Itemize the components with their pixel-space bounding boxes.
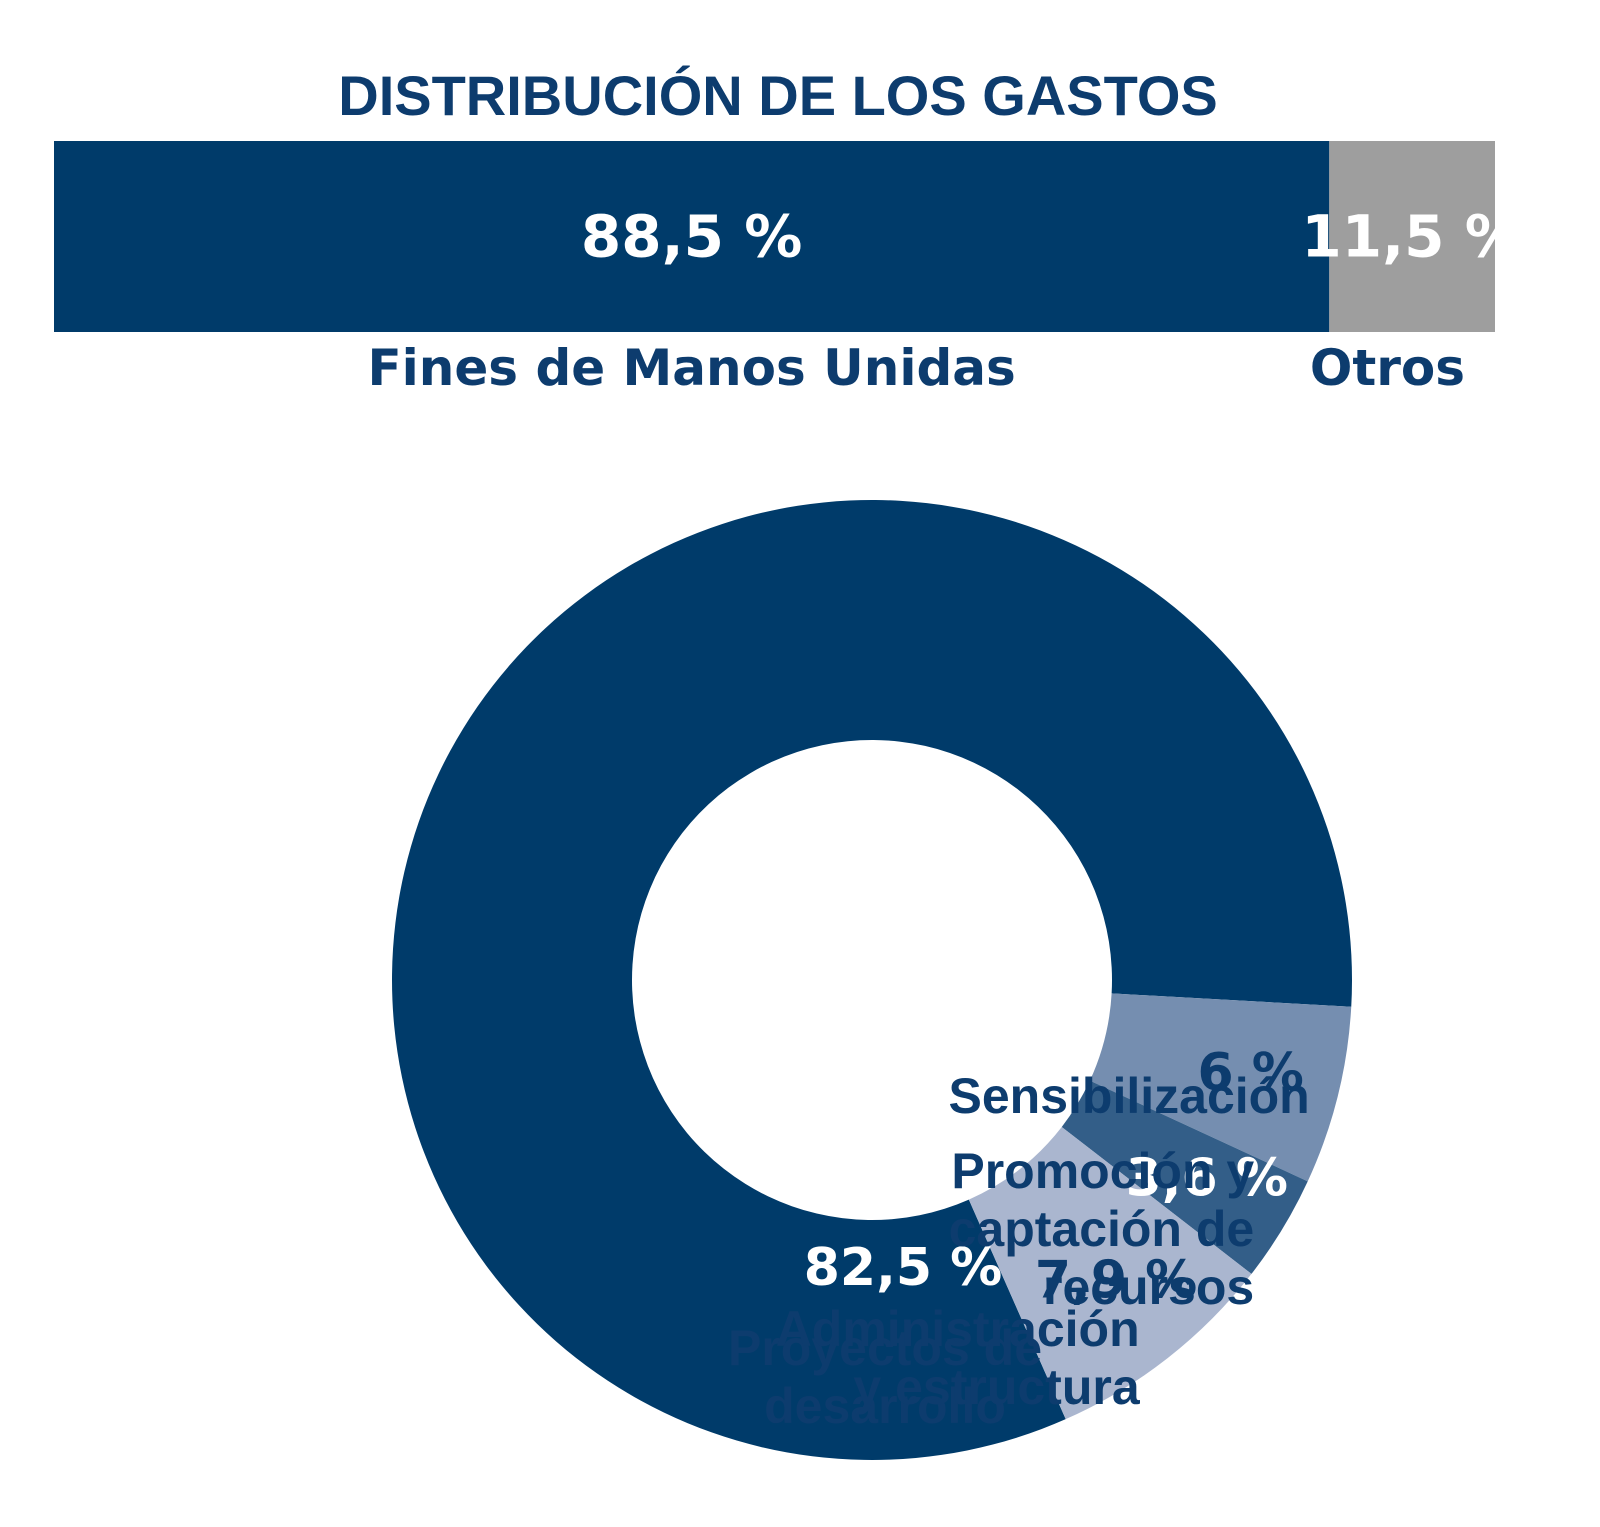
bar-value-label-fines-de-manos-unidas: 88,5 % (581, 203, 802, 271)
slice-category-label-sensibilizacion: Sensibilización (949, 1068, 1310, 1124)
donut-slice-sensibilizacion (1089, 993, 1352, 1182)
bar-category-label-otros: Otros (1310, 339, 1465, 397)
slice-category-label-administracion-y-estructura: y estructura (853, 1359, 1140, 1415)
slice-value-label-sensibilizacion: 6 % (1198, 1043, 1304, 1103)
slice-category-label-proyectos-de-desarrollo: desarrollo (764, 1378, 1006, 1434)
slice-value-label-proyectos-de-desarrollo: 82,5 % (804, 1238, 1003, 1298)
bar-category-label-fines-de-manos-unidas: Fines de Manos Unidas (367, 339, 1015, 397)
donut-slice-promocion-y-captacion-de-recursos (1061, 1080, 1308, 1274)
slice-category-label-promocion-y-captacion-de-recursos: recursos (1043, 1259, 1254, 1315)
bar-segment-otros (1329, 141, 1495, 332)
slice-value-label-administracion-y-estructura: 7,9 % (1035, 1250, 1197, 1310)
slice-value-label-promocion-y-captacion-de-recursos: 3,6 % (1126, 1148, 1288, 1208)
slice-category-label-promocion-y-captacion-de-recursos: Promoción y (951, 1143, 1254, 1199)
donut-slice-proyectos-de-desarrollo (392, 500, 1352, 1460)
slice-category-label-proyectos-de-desarrollo: Proyectos de (728, 1320, 1042, 1376)
bar-value-label-otros: 11,5 % (1301, 203, 1522, 271)
slice-category-label-administracion-y-estructura: Administración (776, 1301, 1140, 1357)
slice-category-label-promocion-y-captacion-de-recursos: captación de (949, 1201, 1255, 1257)
bar-segment-fines-de-manos-unidas (54, 141, 1330, 332)
donut-slice-administracion-y-estructura (968, 1126, 1252, 1420)
stacked-bar: 88,5 % 11,5 % Fines de Manos Unidas Otros (54, 141, 1523, 397)
chart-title: DISTRIBUCIÓN DE LOS GASTOS (338, 64, 1217, 127)
